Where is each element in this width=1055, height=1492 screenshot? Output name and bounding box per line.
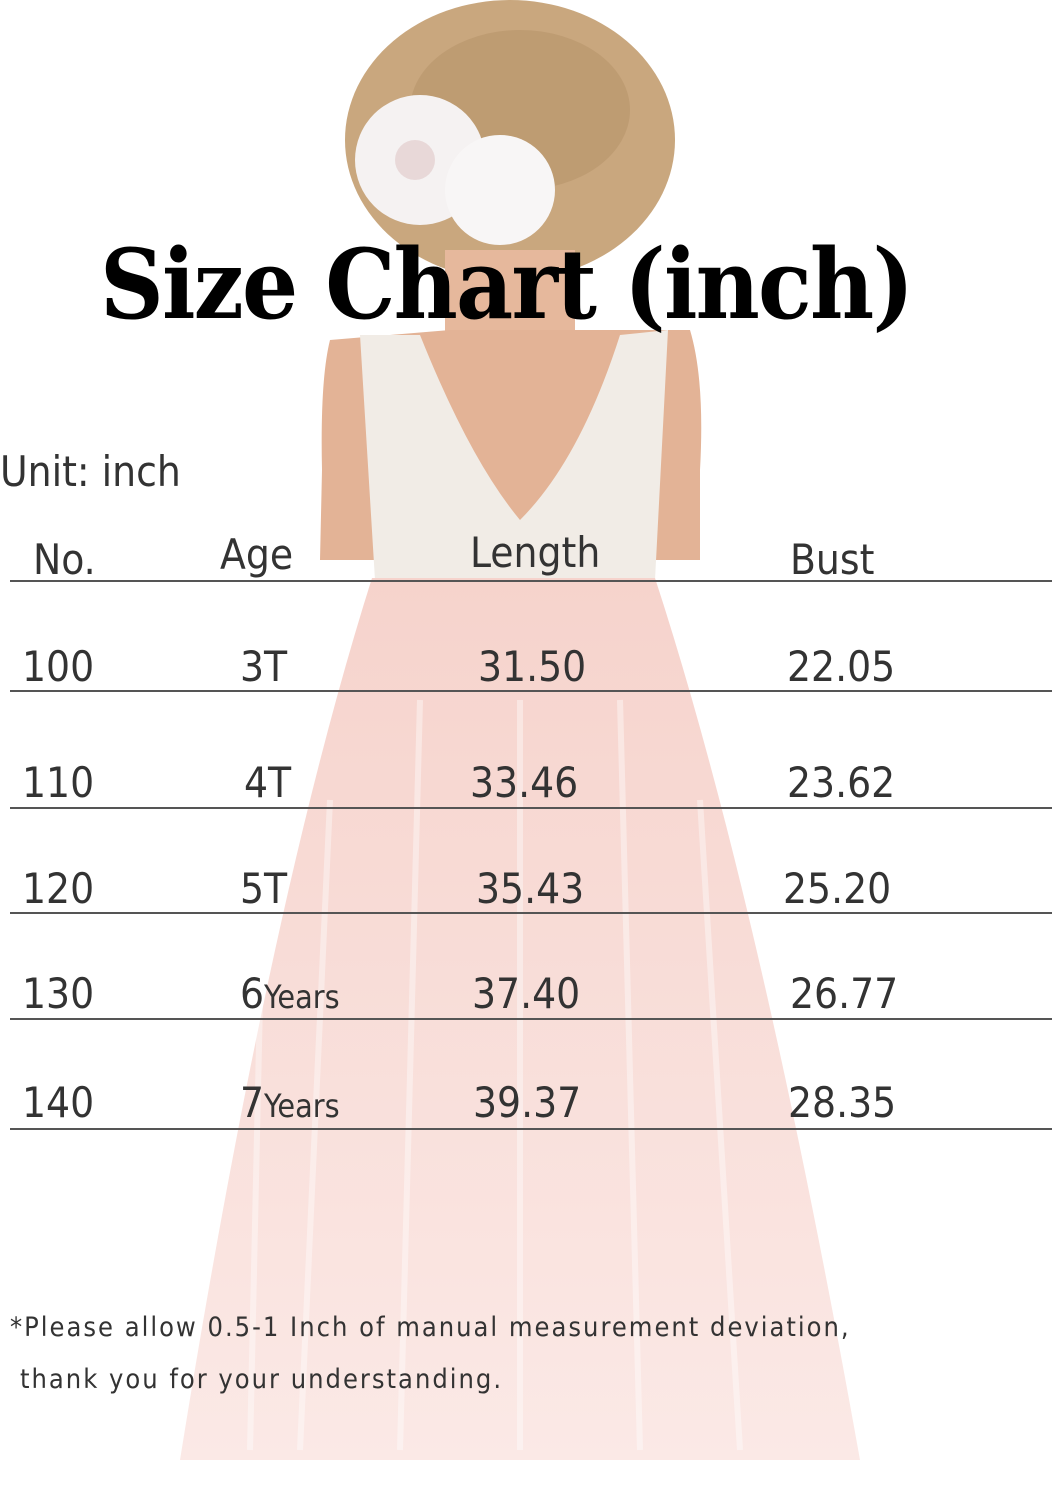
- cell-age: 6Years: [240, 969, 340, 1018]
- age-value: 5T: [240, 864, 288, 913]
- cell-no: 140: [22, 1078, 95, 1127]
- age-suffix: Years: [264, 1087, 340, 1125]
- divider: [10, 807, 1052, 809]
- header-age: Age: [220, 530, 294, 579]
- divider: [10, 1018, 1052, 1020]
- page-title: Size Chart (inch): [100, 228, 914, 341]
- age-suffix: Years: [264, 978, 340, 1016]
- age-value: 4T: [244, 758, 292, 807]
- cell-bust: 28.35: [788, 1078, 897, 1127]
- cell-no: 110: [22, 758, 95, 807]
- header-no: No.: [33, 535, 96, 584]
- cell-age: 3T: [240, 642, 287, 691]
- cell-no: 120: [22, 864, 95, 913]
- divider: [10, 912, 1052, 914]
- note-line-2: thank you for your understanding.: [20, 1364, 504, 1395]
- cell-age: 4T: [244, 758, 291, 807]
- cell-bust: 25.20: [783, 864, 892, 913]
- age-value: 6: [240, 969, 265, 1018]
- divider: [10, 580, 1052, 582]
- cell-no: 130: [22, 969, 95, 1018]
- header-bust: Bust: [790, 535, 875, 584]
- divider: [10, 690, 1052, 692]
- cell-length: 33.46: [470, 758, 579, 807]
- cell-bust: 26.77: [790, 969, 899, 1018]
- cell-age: 5T: [240, 864, 287, 913]
- cell-age: 7Years: [240, 1078, 340, 1127]
- cell-length: 31.50: [478, 642, 587, 691]
- cell-bust: 22.05: [787, 642, 896, 691]
- cell-length: 39.37: [473, 1078, 582, 1127]
- lace-bodice: [360, 330, 668, 580]
- cell-length: 37.40: [472, 969, 581, 1018]
- cell-bust: 23.62: [787, 758, 896, 807]
- note-line-1: *Please allow 0.5-1 Inch of manual measu…: [10, 1312, 851, 1343]
- age-value: 7: [240, 1078, 265, 1127]
- cell-length: 35.43: [476, 864, 585, 913]
- cell-no: 100: [22, 642, 95, 691]
- age-value: 3T: [240, 642, 288, 691]
- unit-label: Unit: inch: [0, 447, 181, 496]
- divider: [10, 1128, 1052, 1130]
- header-length: Length: [470, 528, 601, 577]
